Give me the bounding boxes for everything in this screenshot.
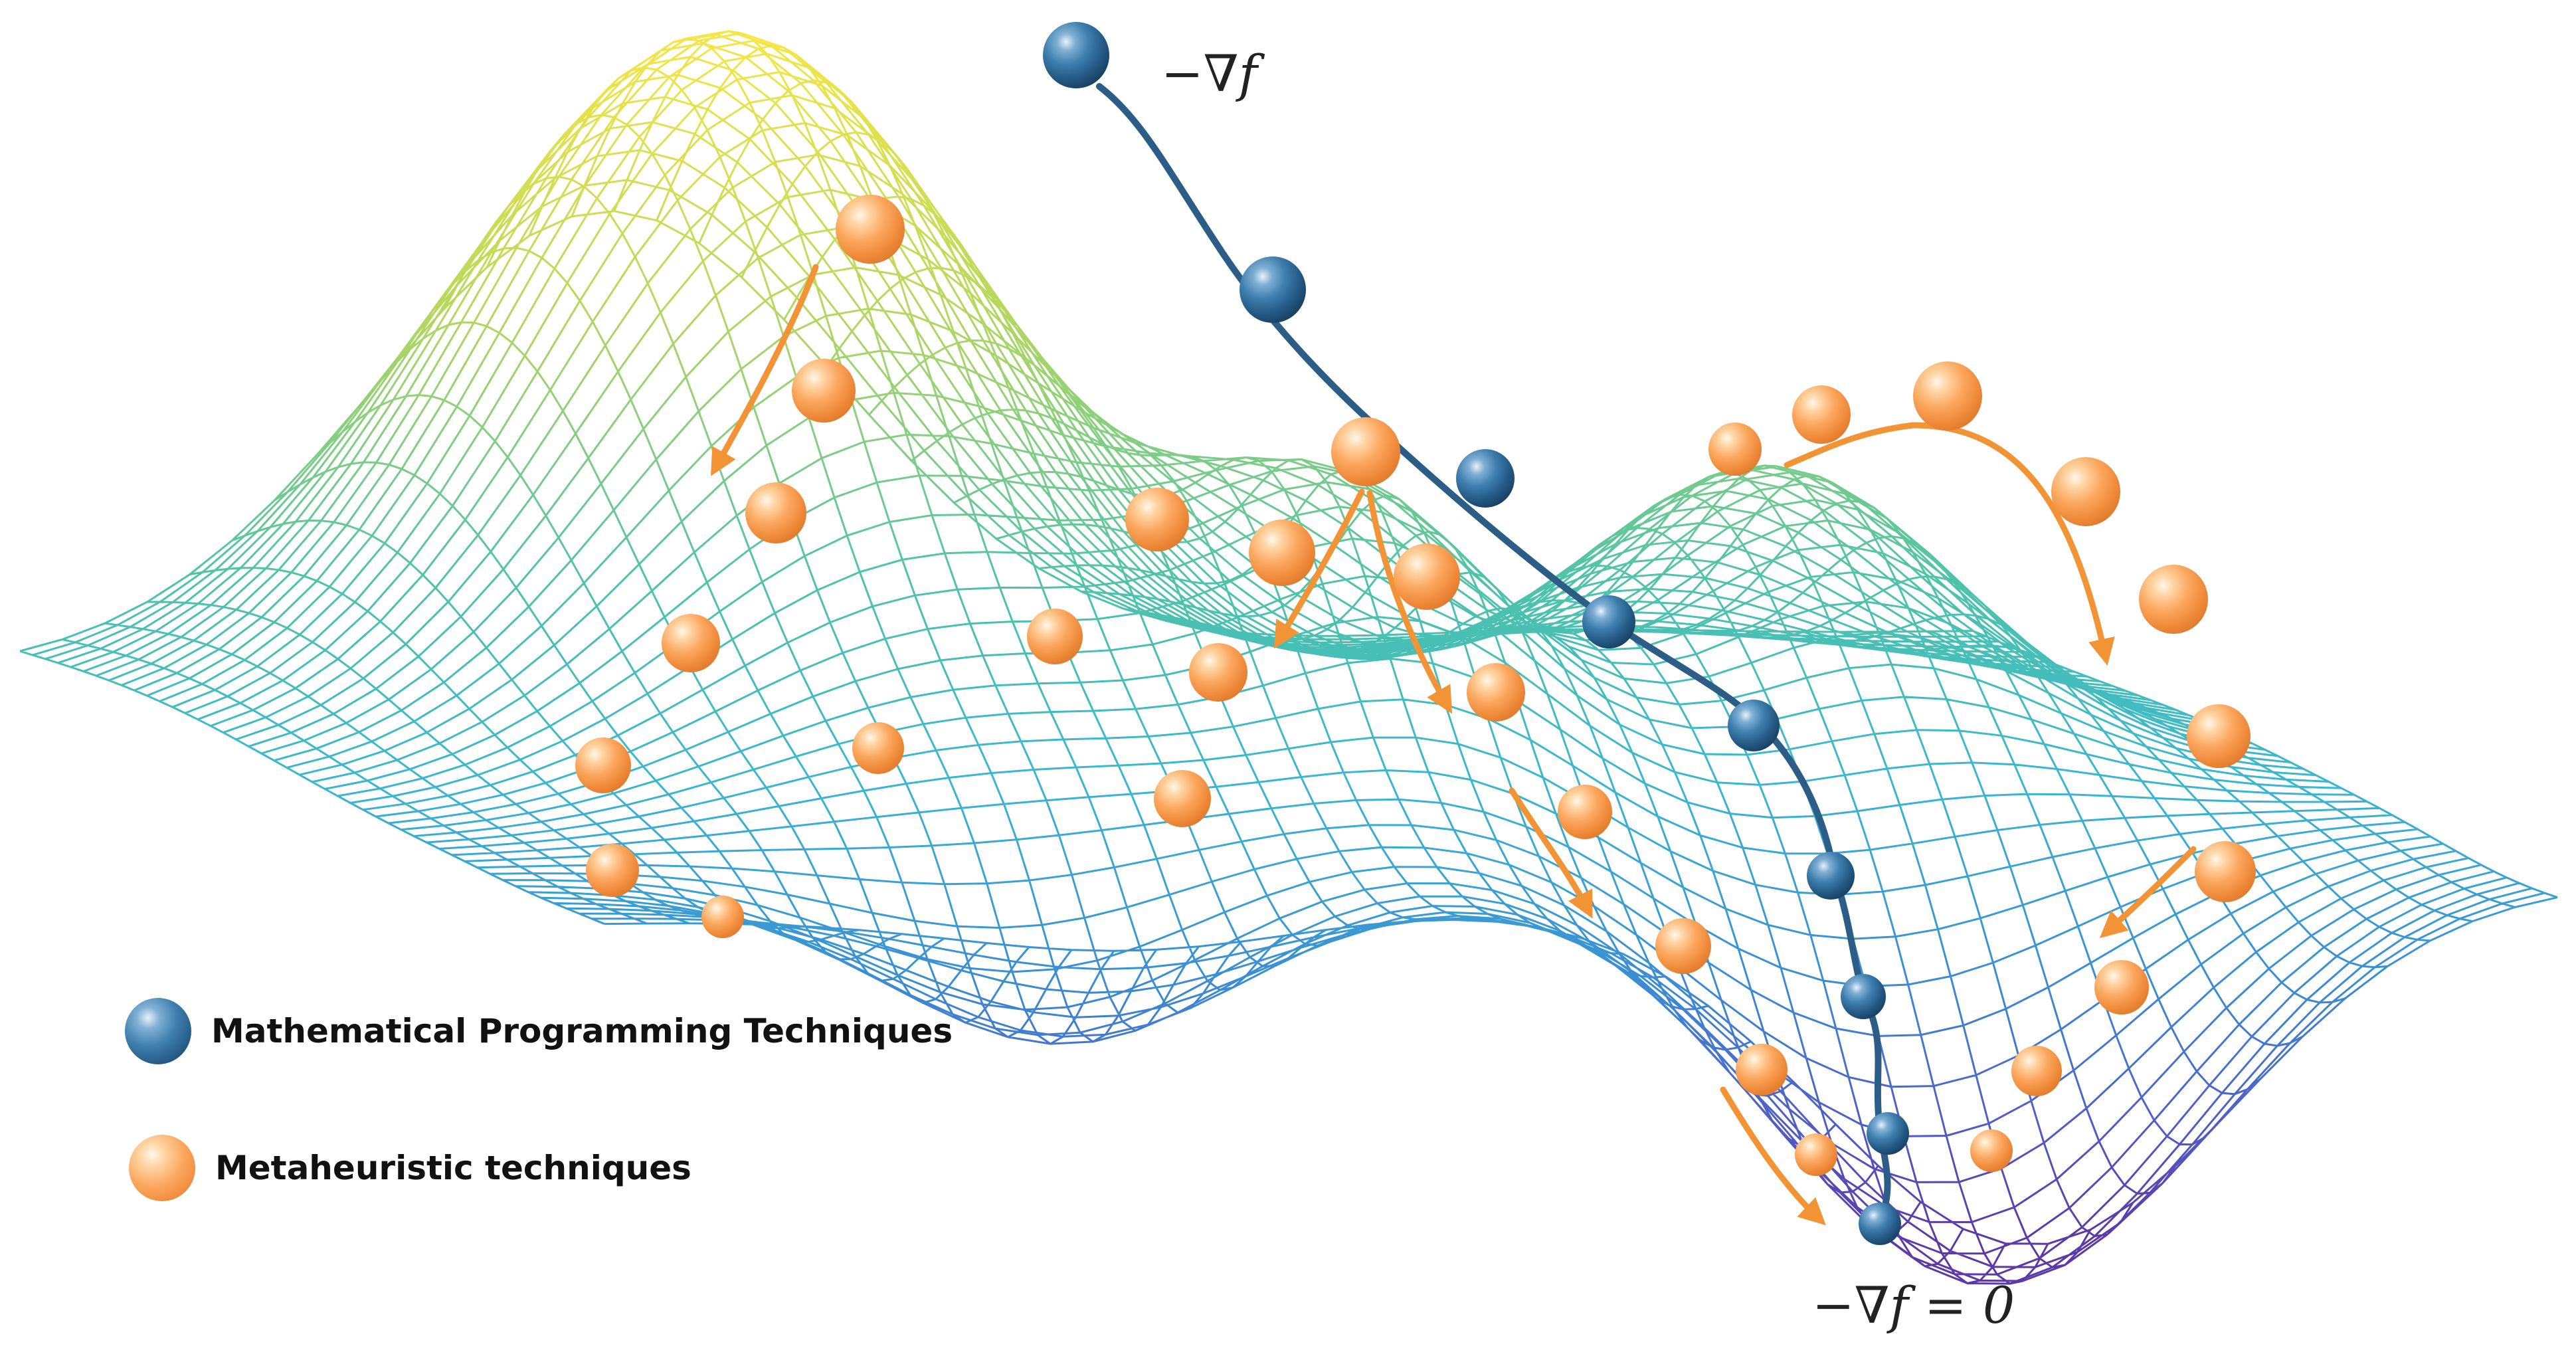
orange-sphere-14 bbox=[1189, 643, 1247, 702]
legend-item-math: Mathematical Programming Techniques bbox=[125, 998, 953, 1064]
orange-sphere-27 bbox=[2011, 1046, 2062, 1096]
orange-sphere-30 bbox=[1970, 1129, 2013, 1172]
orange-sphere-6 bbox=[852, 722, 904, 774]
orange-sphere-18 bbox=[1655, 918, 1711, 974]
blue-sphere-9 bbox=[1859, 1203, 1901, 1245]
orange-sphere-25 bbox=[2195, 841, 2256, 902]
orange-arrow-3 bbox=[1366, 490, 1453, 714]
blue-sphere-1 bbox=[1043, 22, 1109, 88]
blue-sphere-4 bbox=[1582, 595, 1635, 648]
legend-item-meta: Metaheuristic techniques bbox=[129, 1135, 691, 1201]
orange-sphere-28 bbox=[1736, 1044, 1788, 1096]
blue-sphere-icon bbox=[125, 998, 191, 1064]
orange-sphere-7 bbox=[586, 844, 639, 897]
orange-sphere-12 bbox=[1394, 543, 1460, 610]
orange-sphere-3 bbox=[745, 482, 806, 543]
orange-arrow-7 bbox=[1720, 1086, 1826, 1226]
orange-sphere-24 bbox=[2187, 704, 2251, 768]
orange-sphere-22 bbox=[2051, 457, 2120, 526]
blue-sphere-2 bbox=[1240, 256, 1306, 323]
orange-sphere-15 bbox=[1467, 663, 1525, 722]
blue-sphere-6 bbox=[1807, 852, 1855, 900]
orange-sphere-23 bbox=[2139, 565, 2208, 634]
blue-sphere-8 bbox=[1867, 1112, 1909, 1155]
orange-sphere-19 bbox=[1708, 423, 1762, 476]
orange-sphere-11 bbox=[1331, 417, 1400, 486]
orange-arrow-1 bbox=[711, 264, 819, 476]
orange-sphere-9 bbox=[1125, 488, 1189, 551]
orange-sphere-13 bbox=[1027, 609, 1083, 664]
orange-sphere-2 bbox=[792, 359, 856, 423]
orange-arrow-4 bbox=[1784, 422, 2115, 666]
metaheuristic-particles bbox=[575, 195, 2256, 1176]
orange-sphere-29 bbox=[1795, 1133, 1837, 1176]
legend-label-math: Mathematical Programming Techniques bbox=[211, 1012, 953, 1050]
gradient-label-top: −∇f bbox=[1161, 44, 1257, 103]
blue-sphere-7 bbox=[1841, 974, 1886, 1019]
orange-sphere-icon bbox=[129, 1135, 195, 1201]
legend-label-meta: Metaheuristic techniques bbox=[215, 1149, 691, 1187]
blue-sphere-5 bbox=[1728, 700, 1780, 751]
metaheuristic-arrows bbox=[711, 264, 2197, 1226]
orange-sphere-5 bbox=[575, 737, 631, 793]
orange-sphere-8 bbox=[701, 896, 744, 938]
blue-sphere-3 bbox=[1456, 449, 1515, 508]
gradient-label-bottom: −∇f = 0 bbox=[1812, 1276, 2015, 1335]
orange-sphere-4 bbox=[662, 614, 720, 672]
orange-sphere-1 bbox=[836, 195, 905, 264]
orange-sphere-17 bbox=[1558, 785, 1612, 839]
orange-sphere-21 bbox=[1913, 361, 1982, 431]
surface-wireframe bbox=[19, 30, 2558, 1285]
orange-sphere-16 bbox=[1154, 770, 1211, 827]
orange-sphere-20 bbox=[1792, 385, 1851, 444]
orange-arrow-2 bbox=[1273, 488, 1365, 649]
gradient-descent-points bbox=[1043, 22, 1909, 1245]
orange-arrow-6 bbox=[2099, 846, 2197, 939]
orange-arrow-5 bbox=[1509, 787, 1593, 919]
surface-mesh bbox=[19, 30, 2558, 1285]
orange-sphere-26 bbox=[2094, 960, 2149, 1015]
orange-sphere-10 bbox=[1249, 520, 1315, 586]
